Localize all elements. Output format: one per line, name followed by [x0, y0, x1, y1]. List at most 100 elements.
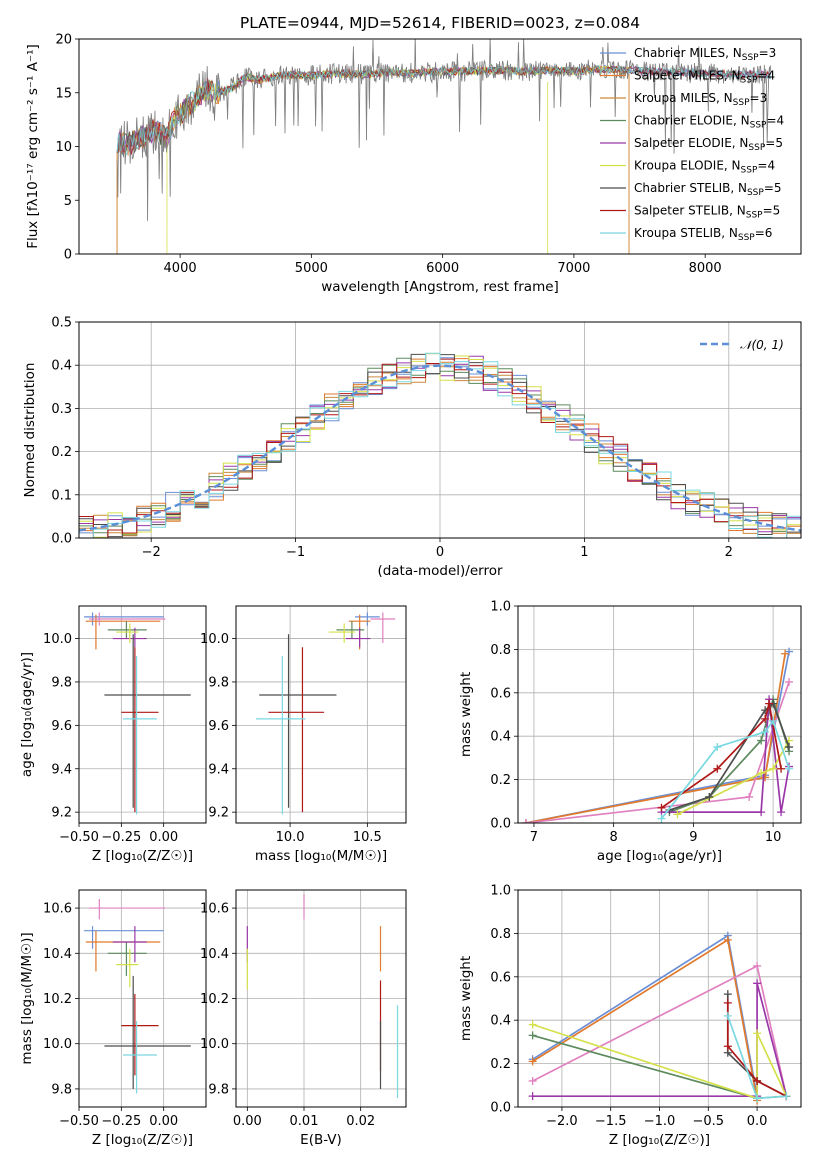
y-axis-label: mass weight: [458, 956, 474, 1041]
x-axis-label: E(B-V): [300, 1132, 342, 1148]
x-tick-label: 0.01: [290, 1114, 319, 1129]
x-tick-label: 9: [689, 830, 697, 845]
weight-marker: [723, 1042, 732, 1051]
x-tick-label: 10.0: [276, 830, 305, 845]
x-axis-label: age [log₁₀(age/yr)]: [597, 848, 722, 864]
weight-marker: [753, 1094, 762, 1103]
y-tick-label: 9.8: [51, 1082, 72, 1097]
plot-area: [518, 606, 801, 823]
weight-marker: [528, 1092, 537, 1101]
weight-marker: [528, 1020, 537, 1029]
axes-frame: [517, 889, 802, 1108]
x-axis-label: wavelength [Angstrom, rest frame]: [321, 279, 559, 295]
y-tick-label: 9.8: [208, 1082, 229, 1097]
y-tick-label: 15: [55, 86, 72, 101]
y-tick-label: 1.0: [490, 600, 511, 615]
axes-frame: [78, 605, 207, 824]
x-tick-label: 10.5: [353, 830, 382, 845]
x-tick-label: 0.02: [346, 1114, 375, 1129]
y-tick-label: 9.8: [208, 675, 229, 690]
y-tick-label: 0: [64, 248, 72, 263]
y-tick-label: 0.0: [51, 532, 72, 547]
y-tick-label: 10.0: [200, 632, 229, 647]
x-tick-label: 0.00: [233, 1114, 262, 1129]
y-tick-label: 0.4: [490, 730, 511, 745]
x-tick-label: −2: [142, 545, 161, 560]
x-tick-label: 0.00: [149, 830, 178, 845]
y-tick-label: 0.8: [490, 927, 511, 942]
weight-marker: [528, 1076, 537, 1085]
legend-label-9: Kroupa STELIB, NSSP=6: [634, 226, 772, 243]
y-tick-label: 0.4: [490, 1014, 511, 1029]
panel-6: −0.50 −0.25 0.00 9.8 10.0 10.2 10.4 10.6 Z [log₁…: [19, 889, 207, 1148]
y-tick-label: 0.6: [490, 970, 511, 985]
y-tick-label: 9.6: [51, 719, 72, 734]
figure-title: PLATE=0944, MJD=52614, FIBERID=0023, z=0…: [240, 14, 640, 32]
weight-marker: [777, 808, 786, 817]
weight-marker: [723, 990, 732, 999]
y-tick-label: 9.4: [208, 762, 229, 777]
x-tick-label: 7: [530, 830, 538, 845]
legend-label-gauss: 𝒩(0, 1): [740, 338, 784, 352]
axes-frame: [78, 889, 207, 1108]
x-tick-label: 0.00: [149, 1114, 178, 1129]
weight-marker: [761, 727, 770, 736]
y-tick-label: 9.2: [208, 806, 229, 821]
x-tick-label: −1: [286, 545, 305, 560]
weight-marker: [657, 814, 666, 823]
weight-marker: [673, 810, 682, 819]
y-tick-label: 10.0: [200, 1037, 229, 1052]
legend-label-6: Kroupa ELODIE, NSSP=4: [634, 159, 775, 176]
y-axis-label: mass weight: [458, 672, 474, 757]
x-axis-label: mass [log₁₀(M/M☉)]: [255, 848, 387, 864]
weight-marker: [757, 736, 766, 745]
x-tick-label: 8000: [689, 261, 722, 276]
x-tick-label: 6000: [426, 261, 459, 276]
weight-marker: [753, 1029, 762, 1038]
legend: Chabrier MILES, NSSP=3 Salpeter MILES, NS…: [600, 46, 784, 243]
x-axis-label: Z [log₁₀(Z/Z☉)]: [92, 848, 193, 864]
gaussian-curve: [79, 364, 801, 532]
weight-line-6: [677, 740, 790, 816]
x-tick-label: −0.25: [101, 1114, 141, 1129]
weight-marker: [713, 743, 722, 752]
y-axis-label: mass [log₁₀(M/M☉)]: [19, 932, 35, 1064]
weight-marker: [745, 792, 754, 801]
x-tick-label: −0.50: [59, 1114, 99, 1129]
weight-marker: [757, 808, 766, 817]
weight-marker: [528, 1057, 537, 1066]
legend-label-3: Kroupa MILES, NSSP=3: [634, 91, 767, 108]
weight-marker: [753, 1076, 762, 1085]
panel-5: 7 8 9 10 0.0 0.2 0.4 0.6 0.8 1.0 age [log₁₀(age/yr…: [458, 600, 802, 864]
weight-line-8: [726, 1002, 787, 1097]
weight-marker: [785, 764, 794, 773]
panel-7: 0.00 0.01 0.02 9.8 10.0 10.2 10.4 10.6 E(B-V): [200, 889, 407, 1148]
y-tick-label: 0.5: [51, 316, 72, 331]
weight-marker: [781, 649, 790, 658]
y-axis-label: Normed distribution: [22, 363, 38, 498]
weight-marker: [782, 1092, 791, 1101]
weight-marker: [777, 764, 786, 773]
weight-marker: [521, 819, 530, 823]
x-tick-label: −2.0: [546, 1114, 578, 1129]
y-tick-label: 10.6: [200, 902, 229, 917]
x-tick-label: −1.0: [644, 1114, 676, 1129]
y-tick-label: 5: [64, 194, 72, 209]
x-tick-label: 2: [725, 545, 733, 560]
spectrum-data-overlay: [116, 39, 772, 221]
plot-area: [116, 39, 772, 254]
y-tick-label: 10.4: [200, 947, 229, 962]
axes-frame: [78, 38, 802, 255]
x-axis-label: (data-model)/error: [377, 563, 503, 579]
plot-area: [79, 890, 206, 1107]
x-tick-label: −0.25: [101, 830, 141, 845]
y-tick-label: 9.6: [208, 719, 229, 734]
y-tick-label: 9.8: [51, 675, 72, 690]
y-tick-label: 10.2: [200, 992, 229, 1007]
y-tick-label: 0.4: [51, 359, 72, 374]
weight-marker: [723, 998, 732, 1007]
x-axis-label: Z [log₁₀(Z/Z☉)]: [92, 1132, 193, 1148]
plot-area: [79, 322, 801, 538]
y-tick-label: 0.1: [51, 488, 72, 503]
weight-marker: [528, 1031, 537, 1040]
